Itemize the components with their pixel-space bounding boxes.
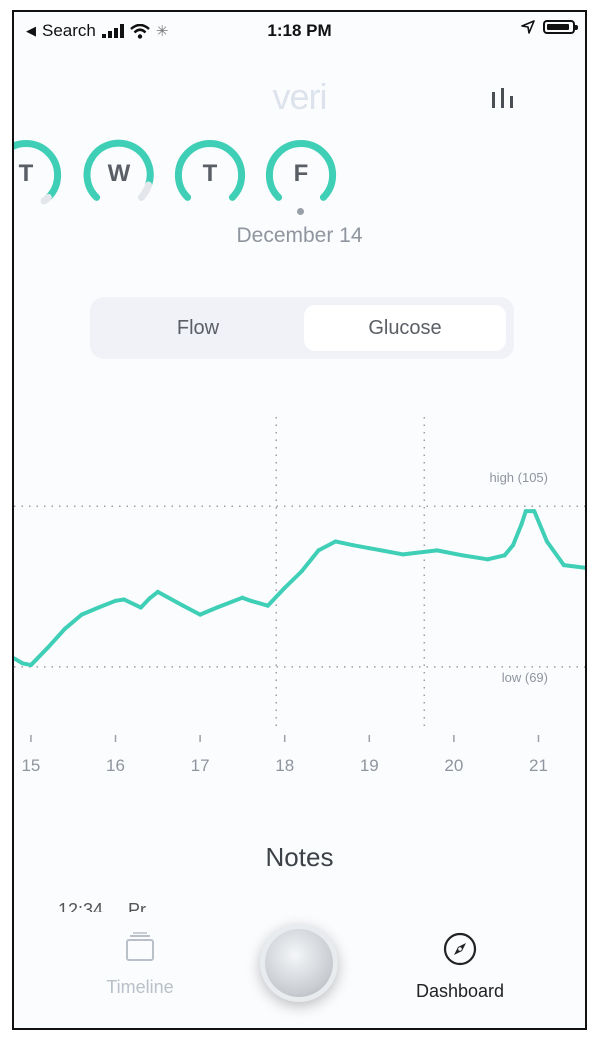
app-logo: veri — [272, 76, 327, 117]
tab-timeline-label: Timeline — [106, 977, 174, 997]
tab-dashboard-label: Dashboard — [415, 981, 505, 1001]
glucose-series-segment — [155, 589, 186, 608]
location-arrow-icon — [521, 20, 535, 34]
glucose-series-segment — [45, 626, 67, 650]
glucose-series-segment — [282, 569, 304, 590]
record-button[interactable] — [260, 924, 338, 1002]
glucose-chart[interactable]: high (105) low (69) 15 16 17 18 19 20 21 — [14, 407, 585, 777]
status-bar-left[interactable]: ◀ Search ✳ — [26, 21, 168, 41]
glucose-series-segment — [181, 603, 203, 617]
selected-day-indicator — [297, 208, 304, 215]
day-ring-progress — [14, 140, 62, 205]
glucose-series-segment — [485, 553, 507, 562]
day-ring-thu[interactable]: T — [173, 138, 247, 212]
status-bar: ◀ Search ✳ 1:18 PM — [14, 12, 585, 50]
glucose-series-segment — [248, 598, 270, 608]
status-bar-right — [521, 20, 578, 34]
cards-icon — [126, 932, 154, 961]
glucose-series-segment — [62, 612, 84, 631]
note-item-peek[interactable]: 12:34 Pr... — [58, 900, 161, 914]
day-ring-progress — [83, 139, 154, 201]
glucose-series-segment — [138, 596, 152, 610]
x-tick-label: 17 — [191, 756, 210, 775]
compass-icon — [443, 932, 477, 966]
glucose-series-segment — [367, 546, 406, 557]
glucose-series-segment — [299, 548, 321, 574]
glucose-series-segment — [79, 605, 101, 617]
glucose-series-segment — [350, 543, 372, 551]
glucose-series-segment — [401, 548, 439, 557]
segmented-control: Flow Glucose — [90, 297, 514, 359]
glucose-series-segment — [333, 539, 355, 548]
day-ring-wed[interactable]: W — [82, 138, 156, 212]
notes-title: Notes — [265, 842, 334, 872]
day-letter: T — [18, 160, 34, 187]
x-tick-label: 21 — [529, 756, 548, 775]
status-time: 1:18 PM — [267, 21, 332, 40]
day-letter: W — [107, 160, 131, 187]
low-threshold-label: low (69) — [502, 670, 548, 685]
back-label: Search — [42, 21, 96, 40]
selected-date: December 14 — [236, 224, 363, 247]
glucose-series-segment — [544, 539, 566, 568]
glucose-series-segment — [511, 522, 524, 548]
wifi-icon — [130, 23, 150, 39]
loading-spinner-icon: ✳ — [155, 23, 169, 40]
high-threshold-label: high (105) — [489, 470, 548, 485]
day-ring-progress — [174, 140, 246, 201]
glucose-series-segment — [96, 598, 118, 610]
glucose-series-segment — [502, 543, 516, 558]
day-ring-progress — [265, 140, 337, 201]
glucose-series-segment — [532, 509, 549, 544]
tab-bar: Timeline Dashboard — [14, 912, 585, 1028]
signal-icon — [101, 24, 124, 38]
segment-flow[interactable]: Flow — [176, 317, 220, 339]
glucose-series-segment — [434, 548, 465, 558]
x-tick-label: 16 — [106, 756, 125, 775]
x-tick-label: 19 — [360, 756, 379, 775]
glucose-series-segment — [198, 605, 220, 617]
glucose-series-segment — [316, 539, 338, 553]
glucose-series-segment — [519, 509, 528, 527]
day-letter: F — [293, 160, 309, 187]
tab-timeline[interactable]: Timeline — [70, 932, 210, 998]
day-letter: T — [202, 160, 218, 187]
glucose-series-segment — [215, 595, 245, 610]
day-ring-tue[interactable]: T — [14, 138, 63, 212]
battery-icon — [543, 20, 578, 34]
glucose-series-segment — [561, 563, 585, 570]
day-ring-fri[interactable]: F — [264, 138, 338, 212]
glucose-series-segment — [265, 585, 287, 608]
x-tick-label: 18 — [275, 756, 294, 775]
glucose-series-segment — [121, 597, 143, 610]
x-tick-label: 20 — [444, 756, 463, 775]
bar-chart-icon[interactable] — [490, 86, 516, 110]
glucose-series-segment — [460, 553, 490, 562]
segment-glucose[interactable]: Glucose — [304, 305, 506, 351]
x-tick-label: 15 — [21, 756, 40, 775]
app-frame: ◀ Search ✳ 1:18 PM veri — [12, 10, 587, 1030]
glucose-series-segment — [28, 645, 50, 668]
tab-dashboard[interactable]: Dashboard — [390, 932, 530, 1002]
back-arrow-icon: ◀ — [26, 23, 36, 38]
